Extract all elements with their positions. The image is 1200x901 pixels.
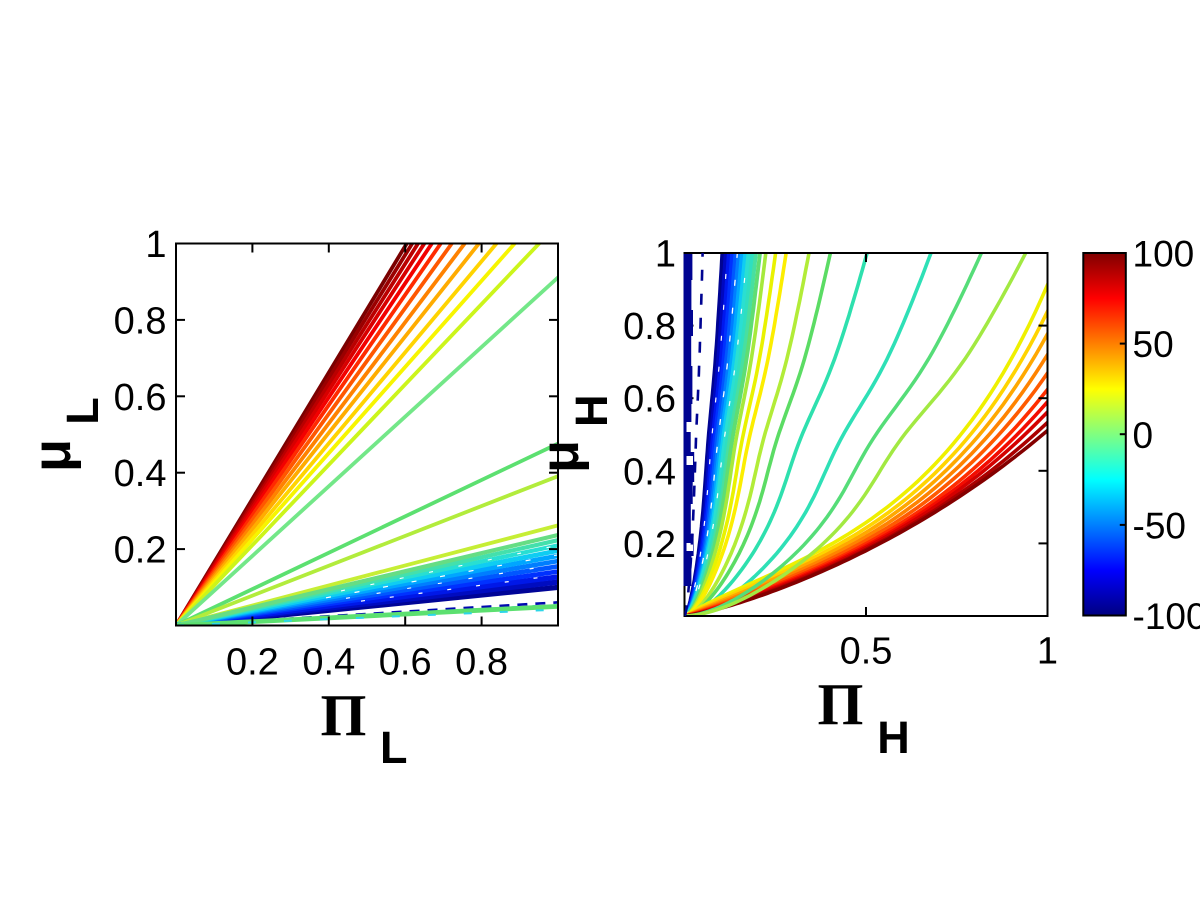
svg-text:L: L (57, 397, 108, 425)
svg-text:0.6: 0.6 (114, 377, 167, 419)
svg-text:0.8: 0.8 (455, 642, 508, 684)
svg-text:1: 1 (655, 234, 676, 276)
svg-text:-50: -50 (1133, 505, 1186, 546)
svg-text:H: H (566, 394, 617, 427)
svg-text:0.2: 0.2 (114, 530, 167, 572)
svg-text:100: 100 (1133, 234, 1195, 275)
svg-text:0.4: 0.4 (623, 451, 676, 493)
svg-text:0.8: 0.8 (114, 300, 167, 342)
svg-text:0.4: 0.4 (114, 453, 167, 495)
svg-text:50: 50 (1133, 324, 1174, 365)
svg-text:0: 0 (1133, 415, 1154, 456)
svg-text:μ: μ (22, 439, 82, 472)
svg-text:μ: μ (530, 440, 590, 473)
svg-text:0.5: 0.5 (840, 631, 893, 673)
svg-text:1: 1 (1037, 631, 1058, 673)
svg-text:H: H (877, 712, 910, 763)
svg-text:Π: Π (817, 671, 863, 737)
svg-text:0.2: 0.2 (226, 642, 279, 684)
svg-text:0.2: 0.2 (623, 524, 676, 566)
svg-text:Π: Π (321, 682, 367, 748)
svg-text:0.4: 0.4 (302, 642, 355, 684)
svg-text:0.6: 0.6 (379, 642, 432, 684)
svg-text:L: L (380, 722, 408, 773)
svg-text:-100: -100 (1133, 596, 1200, 637)
svg-text:1: 1 (145, 224, 166, 266)
svg-text:0.8: 0.8 (623, 306, 676, 348)
svg-text:0.6: 0.6 (623, 379, 676, 421)
